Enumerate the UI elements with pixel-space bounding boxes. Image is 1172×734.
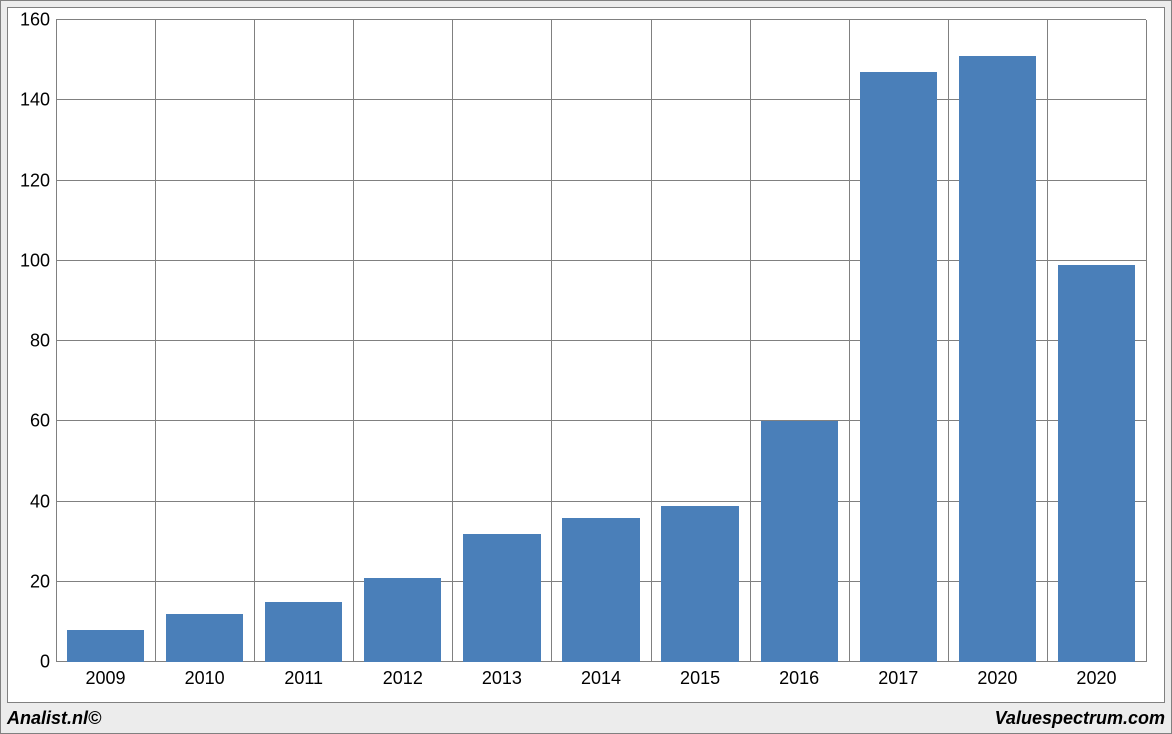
grid-line-v [849, 20, 850, 662]
x-tick-label: 2009 [86, 662, 126, 689]
x-tick-label: 2017 [878, 662, 918, 689]
x-tick-label: 2020 [977, 662, 1017, 689]
grid-line-v [155, 20, 156, 662]
grid-line-v [551, 20, 552, 662]
x-tick-label: 2013 [482, 662, 522, 689]
plot-area: 0204060801001201401602009201020112012201… [56, 20, 1146, 662]
bar [959, 56, 1036, 662]
footer-right-text: Valuespectrum.com [995, 708, 1165, 729]
x-tick-label: 2011 [284, 662, 323, 689]
x-tick-label: 2012 [383, 662, 423, 689]
y-tick-label: 100 [20, 250, 56, 271]
grid-line-v [750, 20, 751, 662]
bar [166, 614, 243, 662]
grid-line-v [56, 20, 57, 662]
bar [860, 72, 937, 662]
bar [761, 421, 838, 662]
grid-line-v [948, 20, 949, 662]
x-tick-label: 2010 [185, 662, 225, 689]
grid-line-v [353, 20, 354, 662]
bar [463, 534, 540, 662]
y-tick-label: 60 [30, 411, 56, 432]
bar [1058, 265, 1135, 662]
y-tick-label: 160 [20, 10, 56, 31]
x-tick-label: 2014 [581, 662, 621, 689]
y-tick-label: 0 [40, 652, 56, 673]
footer-left-text: Analist.nl© [7, 708, 101, 729]
y-tick-label: 40 [30, 491, 56, 512]
plot-panel: 0 20 40 60 80 100 120 140 160 2009 2010 2011 2012 201… [7, 7, 1165, 703]
grid-line-v [452, 20, 453, 662]
bar [67, 630, 144, 662]
chart-frame: 0 20 40 60 80 100 120 140 160 2009 2010 2011 2012 201… [0, 0, 1172, 734]
grid-line-v [1146, 20, 1147, 662]
grid-line-h [56, 19, 1146, 20]
x-tick-label: 2016 [779, 662, 819, 689]
grid-line-v [651, 20, 652, 662]
y-tick-label: 140 [20, 90, 56, 111]
y-tick-label: 120 [20, 170, 56, 191]
bar [364, 578, 441, 662]
grid-line-v [254, 20, 255, 662]
x-tick-label: 2015 [680, 662, 720, 689]
bar [562, 518, 639, 662]
x-tick-label: 2020 [1076, 662, 1116, 689]
bar [265, 602, 342, 662]
bar [661, 506, 738, 662]
y-tick-label: 80 [30, 331, 56, 352]
y-tick-label: 20 [30, 571, 56, 592]
grid-line-v [1047, 20, 1048, 662]
